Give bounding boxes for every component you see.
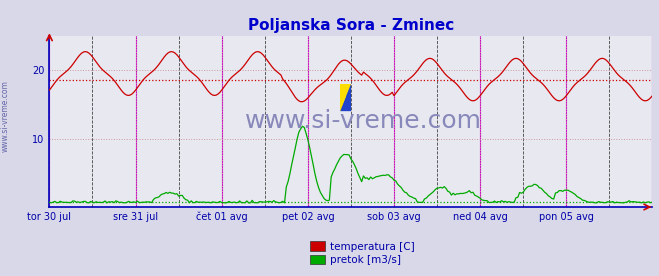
Polygon shape xyxy=(340,84,351,111)
Legend: temperatura [C], pretok [m3/s]: temperatura [C], pretok [m3/s] xyxy=(306,238,418,268)
Polygon shape xyxy=(340,84,351,111)
FancyBboxPatch shape xyxy=(340,84,345,111)
Title: Poljanska Sora - Zminec: Poljanska Sora - Zminec xyxy=(248,18,454,33)
Text: www.si-vreme.com: www.si-vreme.com xyxy=(245,110,482,133)
Text: www.si-vreme.com: www.si-vreme.com xyxy=(1,80,10,152)
FancyBboxPatch shape xyxy=(345,84,351,111)
